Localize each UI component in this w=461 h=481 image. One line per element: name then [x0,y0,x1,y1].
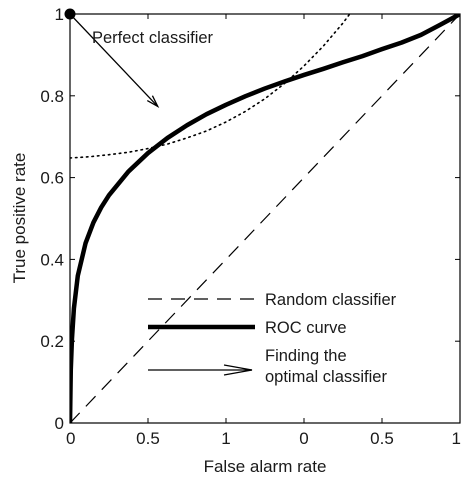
x-axis-label: False alarm rate [204,457,327,476]
optimal-arrow-head [146,95,160,109]
x-tick-label: 1 [221,429,230,448]
x-tick-label: 0 [66,429,75,448]
legend-arrow-head [223,364,253,376]
legend-label-roc: ROC curve [265,319,347,337]
x-tick-label: 0.5 [370,429,394,448]
legend-label-optimal-line1: Finding the [265,347,347,365]
y-axis-label: True positive rate [10,153,29,284]
series-dashed-line [70,14,460,423]
series-thick-solid-line [70,14,460,423]
legend-label-optimal-line2: optimal classifier [265,368,387,386]
x-tick-label: 0.5 [136,429,160,448]
y-tick-label: 0 [55,414,64,433]
perfect-classifier-point [64,8,76,20]
series-dotted-line [70,14,351,159]
series-arrow-line [70,14,159,107]
x-tick-label: 0 [299,429,308,448]
y-tick-label: 0.4 [40,250,64,269]
x-axis-ticks: 0 0.5 1 0 0.5 1 [66,14,461,448]
perfect-classifier-label: Perfect classifier [92,29,214,47]
x-tick-label: 1 [452,429,461,448]
y-tick-label: 1 [55,5,64,24]
legend: Random classifier ROC curve Finding the … [148,291,397,386]
legend-label-random: Random classifier [265,291,397,309]
series-layer [70,14,460,423]
y-tick-label: 0.8 [40,87,64,106]
y-tick-label: 0.2 [40,332,64,351]
y-tick-label: 0.6 [40,169,64,188]
